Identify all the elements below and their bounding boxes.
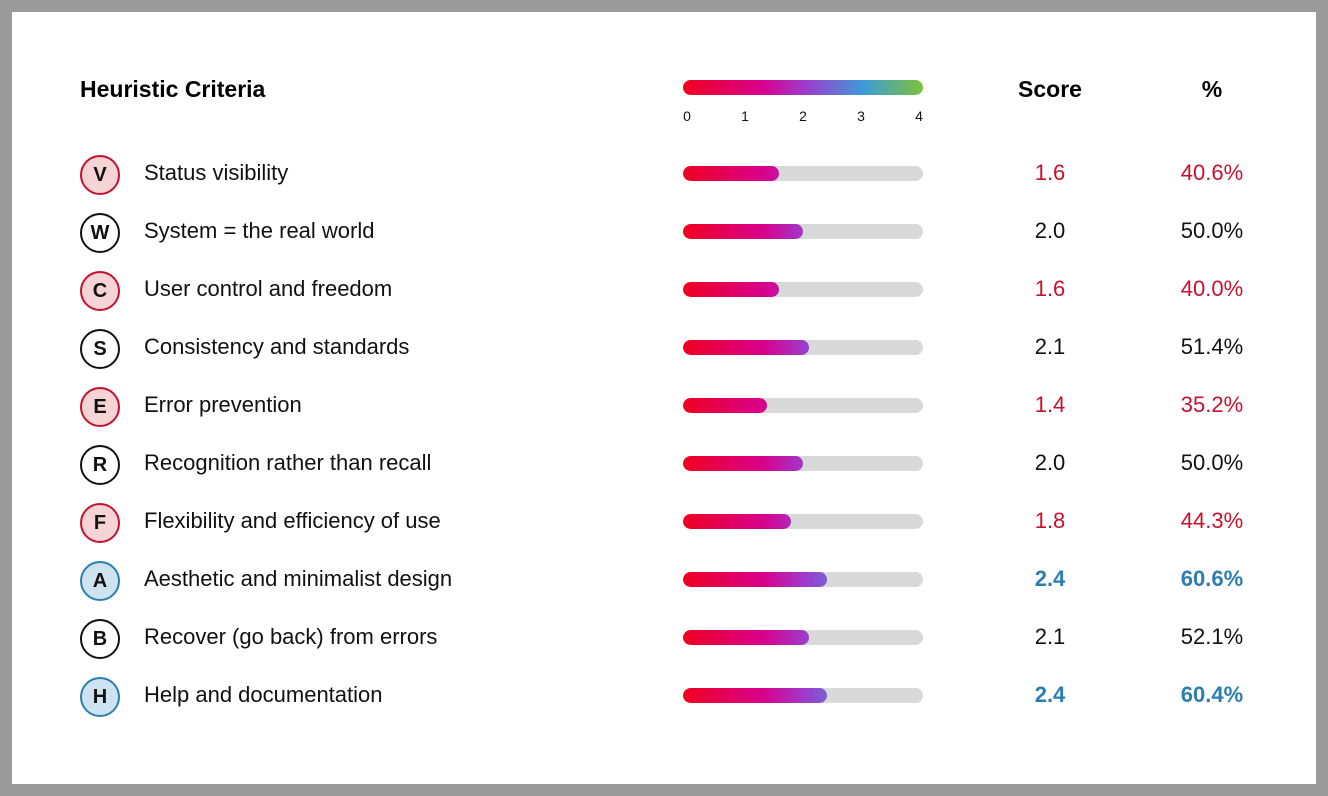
score-bar-track bbox=[683, 282, 923, 297]
score-bar bbox=[683, 166, 779, 181]
percent-value: 52.1% bbox=[1180, 624, 1244, 649]
criteria-letter-badge: A bbox=[80, 561, 120, 601]
score-value: 1.6 bbox=[1034, 160, 1066, 185]
criteria-row: V Status visibility 1.6 40.6% bbox=[0, 154, 1304, 198]
legend-tick-label: 4 bbox=[915, 108, 923, 124]
criteria-row: B Recover (go back) from errors 2.1 52.1% bbox=[0, 618, 1304, 662]
criteria-label: Consistency and standards bbox=[144, 334, 410, 359]
color-scale-legend bbox=[683, 80, 923, 95]
score-value: 2.1 bbox=[1034, 334, 1066, 359]
score-bar-track bbox=[683, 456, 923, 471]
criteria-row: E Error prevention 1.4 35.2% bbox=[0, 386, 1304, 430]
criteria-letter-badge: S bbox=[80, 329, 120, 369]
score-bar bbox=[683, 630, 809, 645]
legend-tick-label: 0 bbox=[683, 108, 691, 124]
score-value: 2.1 bbox=[1034, 624, 1066, 649]
criteria-label: Status visibility bbox=[144, 160, 289, 185]
score-bar-track bbox=[683, 572, 923, 587]
criteria-row: R Recognition rather than recall 2.0 50.0% bbox=[0, 444, 1304, 488]
percent-value: 40.6% bbox=[1180, 160, 1244, 185]
chart-panel bbox=[12, 12, 1316, 784]
criteria-row: A Aesthetic and minimalist design 2.4 60.6% bbox=[0, 560, 1304, 604]
criteria-letter-badge: H bbox=[80, 677, 120, 717]
score-bar bbox=[683, 224, 803, 239]
criteria-label: System = the real world bbox=[144, 218, 375, 243]
criteria-label: Recover (go back) from errors bbox=[144, 624, 438, 649]
criteria-row: S Consistency and standards 2.1 51.4% bbox=[0, 328, 1304, 372]
score-bar bbox=[683, 514, 791, 529]
percent-value: 40.0% bbox=[1180, 276, 1244, 301]
score-bar-track bbox=[683, 630, 923, 645]
percent-value: 51.4% bbox=[1180, 334, 1244, 359]
percent-value: 44.3% bbox=[1180, 508, 1244, 533]
score-bar bbox=[683, 456, 803, 471]
criteria-label: Flexibility and efficiency of use bbox=[144, 508, 441, 533]
criteria-letter-badge: B bbox=[80, 619, 120, 659]
criteria-row: W System = the real world 2.0 50.0% bbox=[0, 212, 1304, 256]
percent-value: 50.0% bbox=[1180, 450, 1244, 475]
criteria-row: C User control and freedom 1.6 40.0% bbox=[0, 270, 1304, 314]
score-column-header: Score bbox=[1018, 76, 1082, 102]
score-value: 2.4 bbox=[1034, 566, 1066, 591]
criteria-letter-badge: V bbox=[80, 155, 120, 195]
criteria-letter-badge: R bbox=[80, 445, 120, 485]
score-bar-track bbox=[683, 398, 923, 413]
score-bar-track bbox=[683, 514, 923, 529]
percent-column-header: % bbox=[1201, 76, 1223, 102]
legend-tick-label: 2 bbox=[799, 108, 807, 124]
score-bar bbox=[683, 282, 779, 297]
criteria-label: Aesthetic and minimalist design bbox=[144, 566, 453, 591]
score-bar-track bbox=[683, 688, 923, 703]
chart-title: Heuristic Criteria bbox=[80, 76, 266, 102]
score-bar-track bbox=[683, 224, 923, 239]
score-value: 2.4 bbox=[1034, 682, 1066, 707]
percent-value: 60.6% bbox=[1180, 566, 1244, 591]
criteria-label: Help and documentation bbox=[144, 682, 383, 707]
score-bar bbox=[683, 688, 827, 703]
score-bar-track bbox=[683, 166, 923, 181]
score-value: 2.0 bbox=[1034, 218, 1066, 243]
score-bar bbox=[683, 572, 827, 587]
criteria-letter-badge: C bbox=[80, 271, 120, 311]
score-bar bbox=[683, 398, 767, 413]
score-value: 1.4 bbox=[1034, 392, 1066, 417]
criteria-letter-badge: F bbox=[80, 503, 120, 543]
criteria-row: F Flexibility and efficiency of use 1.8 44.… bbox=[0, 502, 1304, 546]
legend-tick-label: 3 bbox=[857, 108, 865, 124]
criteria-label: Recognition rather than recall bbox=[144, 450, 432, 475]
percent-value: 50.0% bbox=[1180, 218, 1244, 243]
score-bar bbox=[683, 340, 809, 355]
criteria-label: Error prevention bbox=[144, 392, 302, 417]
score-value: 1.6 bbox=[1034, 276, 1066, 301]
percent-value: 35.2% bbox=[1180, 392, 1244, 417]
score-bar-track bbox=[683, 340, 923, 355]
criteria-label: User control and freedom bbox=[144, 276, 393, 301]
criteria-letter-badge: E bbox=[80, 387, 120, 427]
criteria-row: H Help and documentation 2.4 60.4% bbox=[0, 676, 1304, 720]
score-value: 1.8 bbox=[1034, 508, 1066, 533]
criteria-letter-badge: W bbox=[80, 213, 120, 253]
score-value: 2.0 bbox=[1034, 450, 1066, 475]
percent-value: 60.4% bbox=[1180, 682, 1244, 707]
legend-tick-label: 1 bbox=[741, 108, 749, 124]
